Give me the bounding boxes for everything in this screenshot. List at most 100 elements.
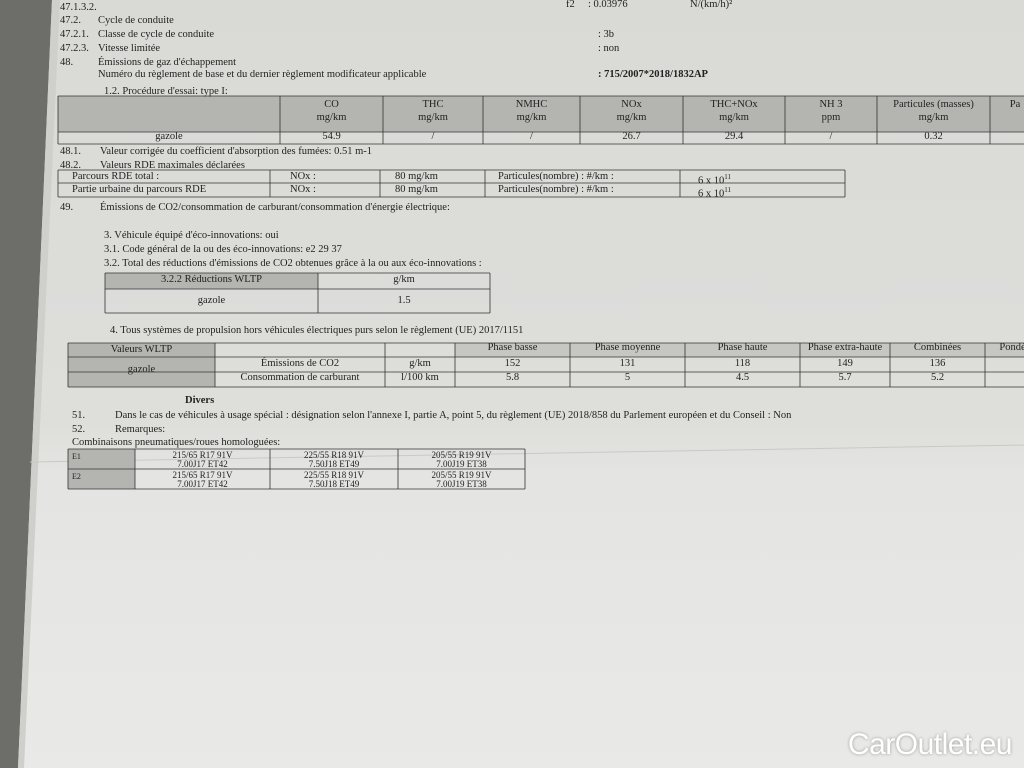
item-text: Numéro du règlement de base et du dernie… (98, 69, 427, 80)
item-text: 3. Véhicule équipé d'éco-innovations: ou… (104, 230, 279, 241)
cell: Parcours RDE total : (72, 171, 160, 182)
cell: gazole (197, 295, 226, 306)
item-number: 47.1.3.2. (60, 2, 97, 13)
cell: 215/65 R17 91V (172, 450, 233, 460)
cell: 6 x 1011 (698, 186, 731, 200)
cell: 7.00J19 ET38 (436, 479, 487, 489)
cell-shade (68, 343, 215, 387)
cell: Consommation de carburant (240, 372, 360, 383)
item-text: Dans le cas de véhicules à usage spécial… (115, 410, 792, 421)
cell: l/100 km (401, 372, 439, 383)
cell: g/km (409, 358, 431, 369)
cell: 0.32 (924, 131, 943, 142)
column-header: Pa (1009, 99, 1021, 110)
cell: 7.50J18 ET49 (308, 459, 360, 469)
item-number: 48.1. (60, 146, 81, 157)
cell: / (829, 131, 833, 142)
column-header: Phase moyenne (594, 342, 661, 353)
column-header: NMHC (515, 99, 548, 110)
item-text: Valeur corrigée du coefficient d'absorpt… (100, 146, 372, 157)
item-number: 48.2. (60, 160, 81, 171)
cell: 7.50J18 ET49 (308, 479, 360, 489)
item-number: 52. (72, 424, 86, 435)
column-header: mg/km (316, 112, 347, 123)
cell: 54.9 (322, 131, 341, 142)
cell-shade (105, 273, 318, 289)
cell: 7.00J17 ET42 (177, 479, 228, 489)
column-header: ppm (821, 112, 841, 123)
row-header: E2 (72, 472, 81, 481)
left-edge (0, 0, 52, 768)
item-number: 48. (60, 57, 74, 68)
column-header: mg/km (918, 112, 949, 123)
cell: 225/55 R18 91V (303, 470, 364, 480)
exponent: 11 (724, 173, 731, 181)
column-header: Phase haute (717, 342, 768, 353)
table-borders (57, 95, 1024, 490)
cell: NOx : (290, 171, 316, 182)
column-header: NOx (621, 99, 642, 110)
column-header: NH 3 (819, 99, 843, 110)
item-text: Remarques: (115, 424, 166, 435)
cell: 205/55 R19 91V (431, 470, 492, 480)
column-header: THC (422, 99, 444, 110)
cell: 215/65 R17 91V (172, 470, 233, 480)
item-text: Vitesse limitée (98, 43, 161, 54)
column-header: mg/km (616, 112, 647, 123)
cell: Particules(nombre) : #/km : (498, 171, 614, 182)
cell: 5.2 (930, 372, 945, 383)
item-number: 47.2.3. (60, 43, 89, 54)
cell: NOx : (290, 184, 316, 195)
cell: 118 (734, 358, 751, 369)
cell: 80 mg/km (395, 184, 438, 195)
cell: Particules(nombre) : #/km : (498, 184, 614, 195)
cell: 5.7 (838, 372, 852, 383)
column-header: mg/km (418, 112, 448, 123)
item-text: Combinaisons pneumatiques/roues homologu… (72, 437, 281, 448)
f2-value: : 0.03976 (588, 0, 628, 10)
cell: 136 (929, 358, 946, 369)
item-text: Cycle de conduite (98, 15, 174, 26)
item-text: 1.2. Procédure d'essai: type I: (104, 86, 228, 97)
column-header: Combinées (913, 342, 962, 353)
item-text: Émissions de CO2/consommation de carbura… (100, 202, 450, 213)
column-header: Particules (masses) (893, 99, 974, 110)
item-value: : 3b (598, 29, 615, 40)
item-number: 47.2. (60, 15, 81, 26)
section-heading: 4. Tous systèmes de propulsion hors véhi… (110, 325, 524, 336)
column-header: THC+NOx (710, 99, 758, 110)
section-heading: Divers (185, 395, 215, 406)
cell: Partie urbaine du parcours RDE (72, 184, 207, 195)
cell: gazole (155, 131, 183, 142)
item-number: 49. (60, 202, 74, 213)
item-text: 3.2. Total des réductions d'émissions de… (104, 258, 482, 269)
column-header: Phase extra-haute (807, 342, 883, 353)
column-header: CO (324, 99, 339, 110)
column-header: Phase basse (487, 342, 538, 353)
row-header: Valeurs WLTP (110, 344, 173, 355)
cell: 1.5 (397, 295, 411, 306)
cell: / (530, 131, 533, 142)
paper-edge (18, 0, 60, 768)
row-header: E1 (72, 452, 81, 461)
cell: 5.8 (505, 372, 520, 383)
exponent: 11 (724, 186, 731, 194)
cell: Émissions de CO2 (260, 358, 340, 369)
item-number: 47.2.1. (60, 29, 89, 40)
cell: / (431, 131, 435, 142)
item-number: 51. (72, 410, 86, 421)
item-value: : 715/2007*2018/1832AP (598, 69, 708, 80)
fold-line (29, 444, 1024, 463)
cell: gazole (127, 364, 156, 375)
column-header: g/km (393, 274, 415, 285)
cell: 225/55 R18 91V (303, 450, 364, 460)
item-text: Émissions de gaz d'échappement (98, 57, 237, 68)
f2-label: f2 (566, 0, 575, 10)
cell-shade (455, 343, 1024, 357)
cell: 152 (504, 358, 521, 369)
cell: 205/55 R19 91V (431, 450, 492, 460)
column-header: mg/km (719, 112, 749, 123)
